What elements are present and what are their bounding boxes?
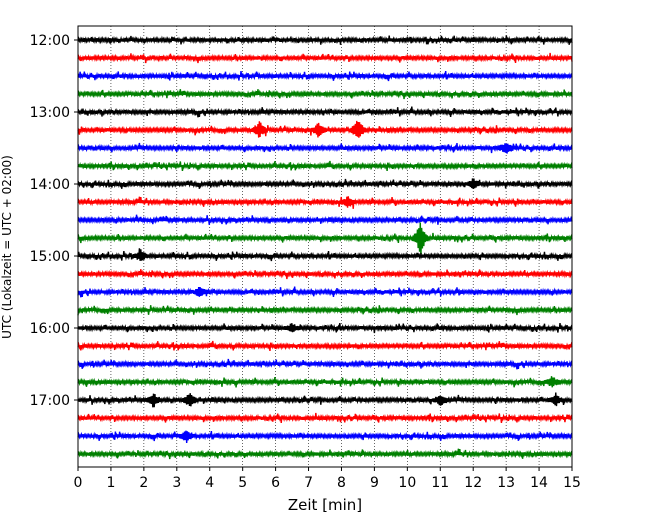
seismic-trace: [77, 106, 573, 118]
seismic-trace: [77, 71, 573, 82]
y-tick-label: 13:00: [30, 105, 70, 121]
x-tick-label: 1: [106, 475, 115, 491]
x-tick-label: 5: [238, 475, 247, 491]
seismic-trace: [77, 35, 573, 45]
x-tick-label: 13: [497, 475, 515, 491]
y-tick-label: 12:00: [30, 33, 70, 49]
seismic-trace: [77, 376, 573, 388]
seismic-trace: [77, 52, 573, 64]
seismic-trace: [77, 269, 573, 280]
y-tick-label: 15:00: [30, 249, 70, 265]
seismic-trace: [77, 430, 573, 443]
x-tick-label: 8: [337, 475, 346, 491]
seismic-trace: [77, 160, 573, 171]
trace-group: [77, 35, 573, 460]
y-axis-label: UTC (Lokalzeit = UTC + 02:00): [0, 155, 14, 339]
x-tick-label: 11: [431, 475, 449, 491]
x-tick-label: 2: [139, 475, 148, 491]
seismic-trace: [77, 358, 573, 370]
seismic-trace: [77, 286, 573, 298]
x-tick-label: 9: [370, 475, 379, 491]
x-tick-label: 0: [74, 475, 83, 491]
x-tick-label: 4: [205, 475, 214, 491]
seismic-trace: [77, 412, 573, 424]
x-tick-label: 14: [530, 475, 548, 491]
seismic-trace: [77, 248, 573, 262]
seismic-trace: [77, 392, 573, 408]
x-tick-label: 6: [271, 475, 280, 491]
y-tick-label: 17:00: [30, 393, 70, 409]
y-tick-label: 14:00: [30, 177, 70, 193]
x-tick-label: 3: [172, 475, 181, 491]
x-axis: 0 1 2 3 4 5 6 7 8 9 10 11 12 13 14 15: [74, 467, 581, 491]
seismic-trace: [77, 448, 573, 460]
x-tick-label: 7: [304, 475, 313, 491]
seismic-trace: [77, 322, 573, 334]
x-tick-label: 15: [563, 475, 581, 491]
seismic-trace: [77, 305, 573, 316]
x-axis-label: Zeit [min]: [288, 496, 362, 514]
seismic-trace: [77, 89, 573, 100]
x-tick-label: 10: [398, 475, 416, 491]
y-tick-label: 16:00: [30, 321, 70, 337]
seismic-trace: [77, 142, 573, 154]
y-axis: 12:00 13:00 14:00 15:00 16:00 17:00: [30, 33, 78, 409]
seismic-trace: [77, 222, 573, 254]
seismic-trace: [77, 196, 573, 209]
x-tick-label: 12: [464, 475, 482, 491]
seismic-trace: [77, 214, 573, 225]
seismic-trace: [77, 178, 573, 190]
seismic-trace: [77, 340, 573, 351]
plot-frame: [77, 25, 573, 468]
seismic-trace: [77, 120, 573, 138]
